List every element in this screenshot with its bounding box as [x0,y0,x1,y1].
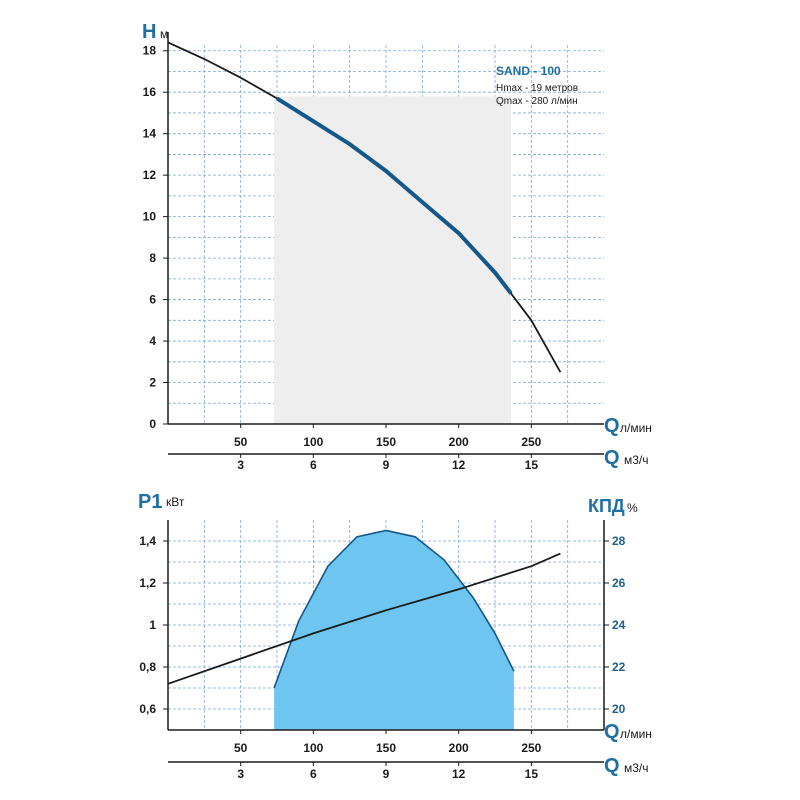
x-tick-label: 100 [303,741,323,755]
power-tick-label: 1 [149,618,156,632]
x-tick-label: 150 [376,435,396,449]
flow-m3-axis-symbol-bottom: Q [604,755,620,777]
flow-axis-symbol: Q [604,415,620,437]
x2-tick-label: 3 [237,767,244,781]
top-chart-ticks: 0 2 4 6 8 10 12 14 16 18 50 100 150 200 250 3 6 9 12 15 [143,44,542,472]
bottom-chart-series [167,552,561,685]
model-title: SAND - 100 [496,64,561,78]
x2-tick-label: 9 [383,458,390,472]
power-tick-label: 1,2 [139,576,156,590]
power-curve [167,552,561,685]
efficiency-area [274,530,514,730]
x2-tick-label: 6 [310,767,317,781]
flow-m3-axis-symbol: Q [604,447,620,469]
x-tick-label: 150 [376,741,396,755]
top-chart-working-range [274,96,511,424]
efficiency-curve [273,529,515,689]
power-axis-symbol: P1 [138,491,162,513]
power-tick-label: 0,6 [139,702,156,716]
model-hmax: Hmax - 19 метров [496,83,578,94]
y-tick-label: 8 [149,251,156,265]
x-tick-label: 50 [234,741,248,755]
efficiency-tick-label: 20 [612,702,626,716]
flow-axis-unit: л/мин [620,421,652,435]
x2-tick-label: 6 [310,458,317,472]
flow-m3-axis-unit: м3/ч [624,453,649,467]
head-axis-symbol: H [142,21,156,43]
efficiency-axis-symbol: КПД [588,496,625,516]
x2-tick-label: 15 [525,458,539,472]
head-curve-working-range [275,96,513,295]
x-tick-label: 200 [449,435,469,449]
y-tick-label: 6 [149,293,156,307]
x2-tick-label: 3 [237,458,244,472]
y-tick-label: 18 [143,44,157,58]
y-tick-label: 14 [143,127,157,141]
flow-m3-axis-unit-bottom: м3/ч [624,761,649,775]
x2-tick-label: 15 [525,767,539,781]
x-tick-label: 100 [303,435,323,449]
y-tick-label: 0 [149,417,156,431]
efficiency-tick-label: 22 [612,660,626,674]
y-tick-label: 2 [149,376,156,390]
power-tick-label: 1,4 [139,534,156,548]
x-tick-label: 250 [521,435,541,449]
efficiency-axis-unit: % [627,501,638,515]
flow-axis-unit-bottom: л/мин [620,727,652,741]
y-tick-label: 10 [143,210,157,224]
top-chart-series [167,41,562,373]
y-tick-label: 12 [143,168,157,182]
x-tick-label: 200 [449,741,469,755]
x2-tick-label: 9 [383,767,390,781]
x-tick-label: 250 [521,741,541,755]
x2-tick-label: 12 [452,458,466,472]
power-tick-label: 0,8 [139,660,156,674]
efficiency-tick-label: 24 [612,618,626,632]
y-tick-label: 4 [149,334,156,348]
x-tick-label: 50 [234,435,248,449]
x2-tick-label: 12 [452,767,466,781]
y-tick-label: 16 [143,85,157,99]
efficiency-tick-label: 28 [612,534,626,548]
working-range-band [274,96,511,424]
efficiency-tick-label: 26 [612,576,626,590]
model-qmax: Qmax - 280 л/мин [496,96,578,107]
power-axis-unit: кВт [166,495,185,509]
bottom-chart-ticks: 0,6 0,8 1 1,2 1,4 20 22 24 26 28 50 100 150 200 250 3 6 9… [139,534,625,781]
bottom-chart-efficiency-area [273,529,515,730]
head-axis-unit: м [160,27,168,41]
flow-axis-symbol-bottom: Q [604,721,620,743]
